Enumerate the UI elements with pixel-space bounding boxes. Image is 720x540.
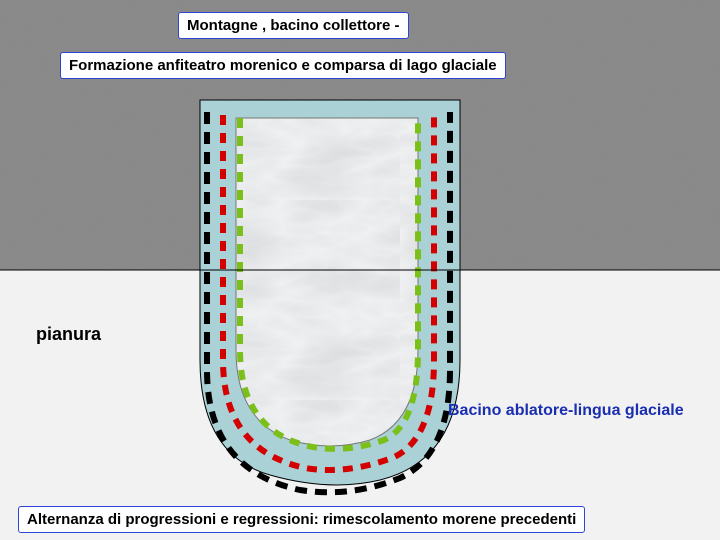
bacino-ablatore-label: Bacino ablatore-lingua glaciale xyxy=(440,398,692,424)
subtitle-label: Formazione anfiteatro morenico e compars… xyxy=(60,52,506,79)
glacier-tongue-marble xyxy=(236,118,418,446)
diagram-svg xyxy=(0,0,720,540)
title-label: Montagne , bacino collettore - xyxy=(178,12,409,39)
footer-label: Alternanza di progressioni e regressioni… xyxy=(18,506,585,533)
diagram-stage: Montagne , bacino collettore - Formazion… xyxy=(0,0,720,540)
pianura-label: pianura xyxy=(28,320,109,349)
